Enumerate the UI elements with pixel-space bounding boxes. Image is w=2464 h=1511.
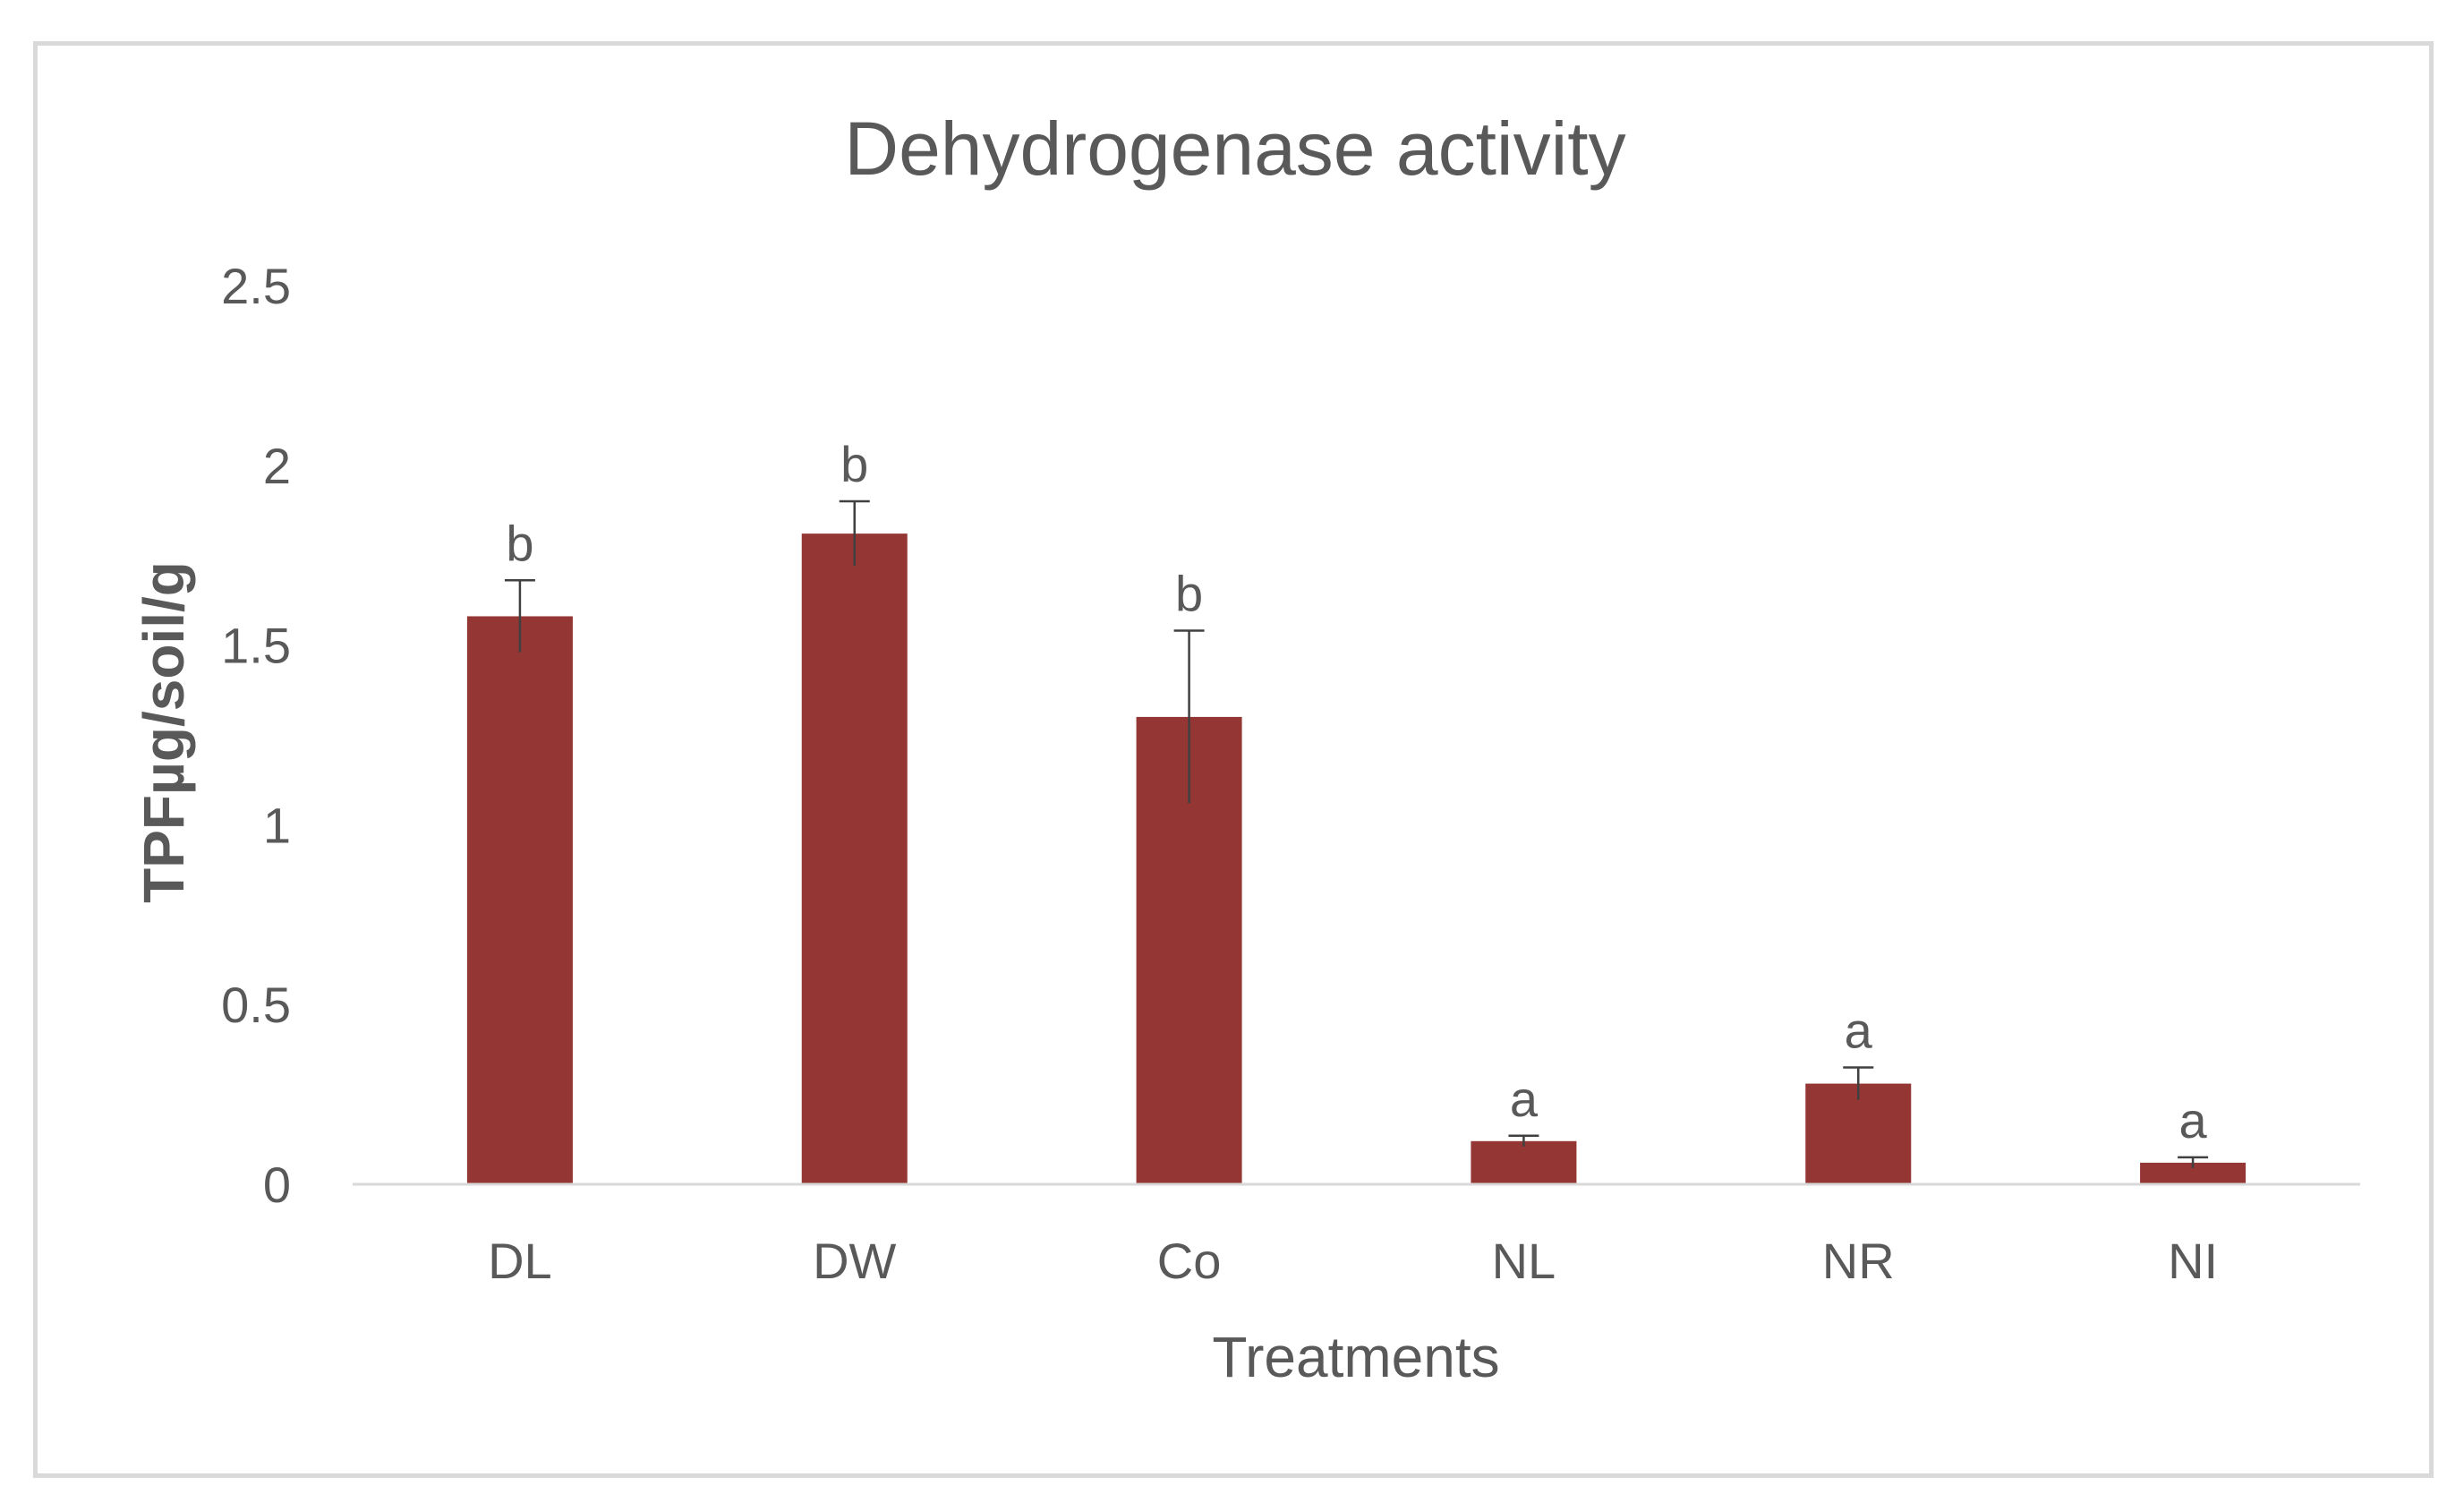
y-tick-label: 0 xyxy=(263,1157,291,1213)
bar-nr xyxy=(1805,1083,1912,1184)
chart-title: Dehydrogenase activity xyxy=(844,107,1625,191)
y-tick-label: 2 xyxy=(263,438,291,494)
bar-dl xyxy=(466,616,573,1184)
y-tick-labels: 0 0.5 1 1.5 2 2.5 xyxy=(221,258,291,1213)
significance-label: a xyxy=(1845,1002,1873,1058)
significance-label: b xyxy=(1175,566,1203,622)
x-tick-label: DL xyxy=(488,1233,552,1289)
x-axis-label: Treatments xyxy=(1212,1325,1499,1389)
y-tick-label: 2.5 xyxy=(221,258,291,314)
y-tick-label: 1.5 xyxy=(221,618,291,674)
bars: b b b a a a xyxy=(466,436,2247,1184)
y-axis-label: TPFµg/soil/g xyxy=(132,561,196,903)
bar-nl xyxy=(1471,1140,1577,1184)
x-tick-label: NR xyxy=(1822,1233,1895,1289)
x-tick-label: Co xyxy=(1157,1233,1222,1289)
x-tick-label: NL xyxy=(1492,1233,1556,1289)
y-tick-label: 1 xyxy=(263,797,291,853)
x-tick-labels: DL DW Co NL NR NI xyxy=(488,1233,2218,1289)
significance-label: b xyxy=(840,436,868,492)
x-tick-label: NI xyxy=(2168,1233,2218,1289)
significance-label: a xyxy=(1510,1071,1539,1127)
significance-label: a xyxy=(2179,1092,2208,1148)
significance-label: b xyxy=(506,515,533,571)
x-tick-label: DW xyxy=(813,1233,896,1289)
y-tick-label: 0.5 xyxy=(221,977,291,1033)
bar-dw xyxy=(801,534,908,1184)
